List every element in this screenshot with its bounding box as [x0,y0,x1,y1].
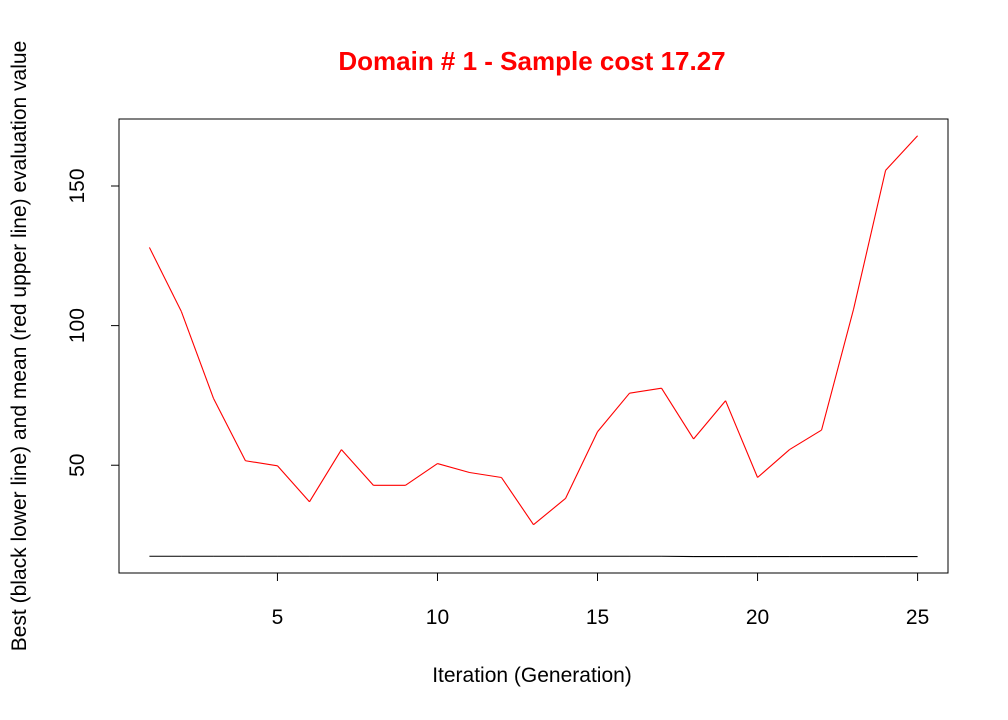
y-axis-label: Best (black lower line) and mean (red up… [8,41,31,652]
plot-box [118,118,949,574]
mean-line-segment [629,387,662,394]
x-tick-label: 20 [746,606,769,629]
mean-line-segment [661,387,695,440]
mean-line-segment [725,400,759,478]
chart-title: Domain # 1 - Sample cost 17.27 [338,46,725,76]
mean-line-segment [757,449,790,478]
x-tick-label: 15 [586,606,609,629]
mean-line-segment [789,429,822,451]
mean-line-segment [853,170,887,310]
x-tick-label: 5 [272,606,284,629]
y-tick-label: 50 [66,454,89,477]
x-tick-label: 25 [906,606,929,629]
mean-line-segment [597,392,630,433]
mean-line-segment [341,449,374,486]
mean-line-segment [885,135,918,171]
mean-line-segment [212,397,246,462]
series-layer [148,135,918,558]
mean-line-segment [148,247,182,312]
mean-line-segment [533,498,566,526]
mean-line-segment [245,460,278,467]
mean-line-segment [565,431,599,499]
series-mean [148,135,918,526]
mean-line-segment [821,309,855,431]
x-axis-label: Iteration (Generation) [432,664,632,687]
x-tick-label: 10 [426,606,449,629]
mean-line-segment [180,311,214,399]
mean-line-segment [437,463,470,474]
y-tick-label: 100 [66,308,89,343]
mean-line-segment [469,471,502,479]
mean-line-segment [501,477,534,526]
y-tick-label: 150 [66,168,89,203]
x-axis: 5 10 15 20 25 [272,572,929,629]
mean-line-segment [693,400,726,440]
y-axis: 50 100 150 [66,168,120,477]
mean-line-segment [277,465,310,503]
mean-line-segment [308,449,342,503]
mean-line-segment [405,463,438,486]
